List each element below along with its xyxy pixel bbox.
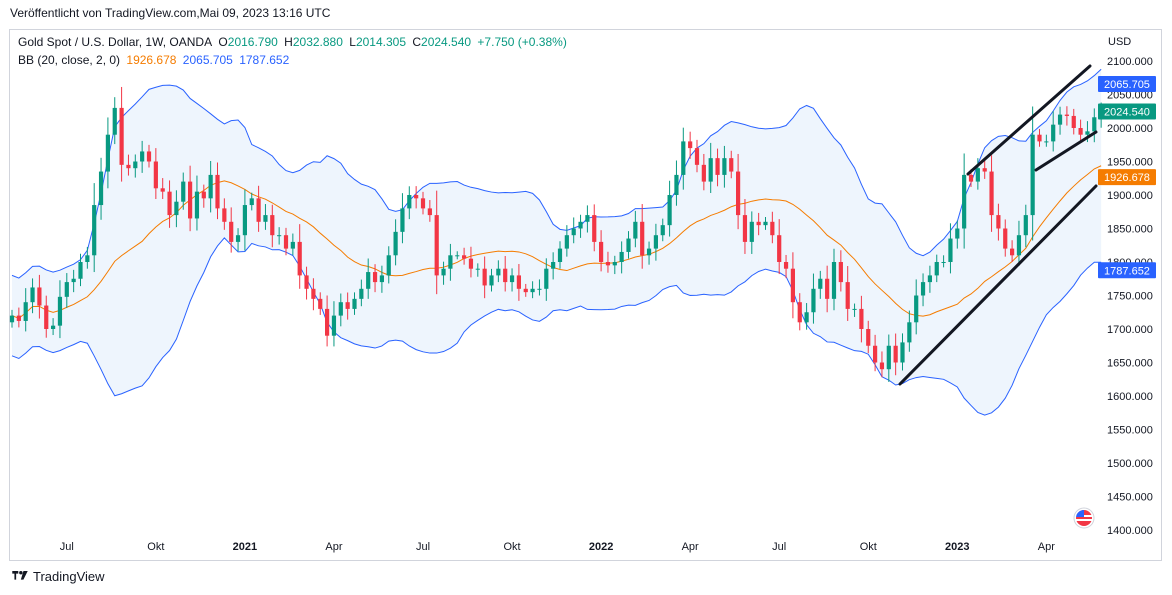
high-label: H (284, 35, 293, 49)
tradingview-logo-icon (12, 570, 28, 580)
bb-legend: BB (20, close, 2, 0) 1926.678 2065.705 1… (18, 53, 292, 67)
open-label: O (218, 35, 228, 49)
footer-brand: TradingView (33, 569, 105, 584)
bb-basis-value: 1926.678 (126, 53, 177, 67)
change-value: +7.750 (+0.38%) (477, 35, 567, 49)
symbol-legend: Gold Spot / U.S. Dollar, 1W, OANDA O2016… (18, 35, 570, 49)
bb-upper-value: 2065.705 (182, 53, 233, 67)
bb-label: BB (20, close, 2, 0) (18, 53, 121, 67)
chart-frame[interactable] (9, 29, 1162, 561)
tradingview-footer[interactable]: TradingView (10, 569, 105, 584)
open-value: 2016.790 (227, 35, 278, 49)
symbol-title: Gold Spot / U.S. Dollar, 1W, OANDA (18, 35, 213, 49)
close-value: 2024.540 (421, 35, 472, 49)
close-label: C (412, 35, 422, 49)
published-note: Veröffentlicht von TradingView.com,Mai 0… (10, 6, 331, 20)
low-value: 2014.305 (355, 35, 406, 49)
high-value: 2032.880 (292, 35, 343, 49)
bb-lower-value: 1787.652 (239, 53, 290, 67)
low-label: L (349, 35, 356, 49)
